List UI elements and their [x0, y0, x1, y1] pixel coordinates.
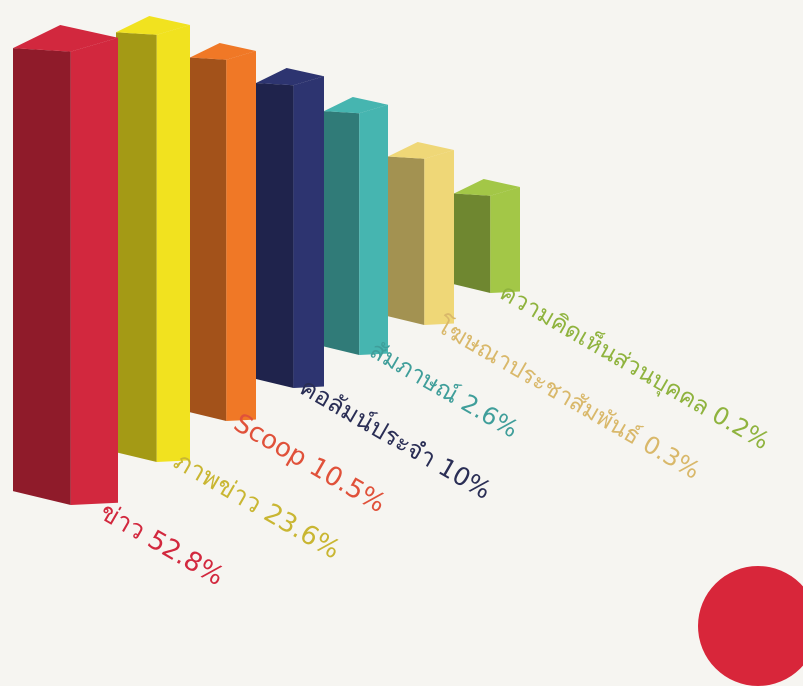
bar-6	[388, 142, 454, 325]
bar-side-face	[454, 193, 491, 293]
bar-front-face	[293, 76, 324, 388]
bar-2	[116, 16, 190, 462]
bar-front-face	[70, 37, 118, 505]
data-label-1: ข่าว 52.8%	[95, 497, 229, 584]
bars-layer	[13, 16, 520, 505]
bar-side-face	[256, 82, 294, 389]
bar-top-face	[13, 25, 118, 52]
bar-side-face	[116, 32, 157, 462]
bar-5	[324, 97, 388, 355]
bar-top-face	[190, 43, 256, 60]
bar-front-face	[156, 24, 190, 462]
bar-front-face	[490, 186, 520, 293]
bar-side-face	[13, 48, 71, 505]
bar-1	[13, 25, 118, 505]
bar-7	[454, 179, 520, 293]
bar-top-face	[454, 179, 520, 196]
bar-chart-svg: ข่าว 52.8%ภาพข่าว 23.6%Scoop 10.5%คอลัมน…	[13, 16, 775, 592]
corner-badge-decoration	[698, 566, 803, 686]
bar-side-face	[324, 111, 360, 355]
bar-top-face	[256, 68, 324, 86]
bar-top-face	[388, 142, 454, 159]
bar-4	[256, 68, 324, 389]
bar-side-face	[190, 57, 227, 422]
bar-front-face	[359, 104, 388, 355]
bar-front-face	[424, 149, 454, 325]
bar-top-face	[116, 16, 190, 35]
bar-chart: ข่าว 52.8% ภาพข่าว 23.6% Scoop 10.5% คอลัมน…	[13, 16, 803, 686]
bar-side-face	[388, 156, 425, 325]
bar-top-face	[324, 97, 388, 114]
bar-3	[190, 43, 256, 422]
bar-front-face	[226, 50, 256, 422]
